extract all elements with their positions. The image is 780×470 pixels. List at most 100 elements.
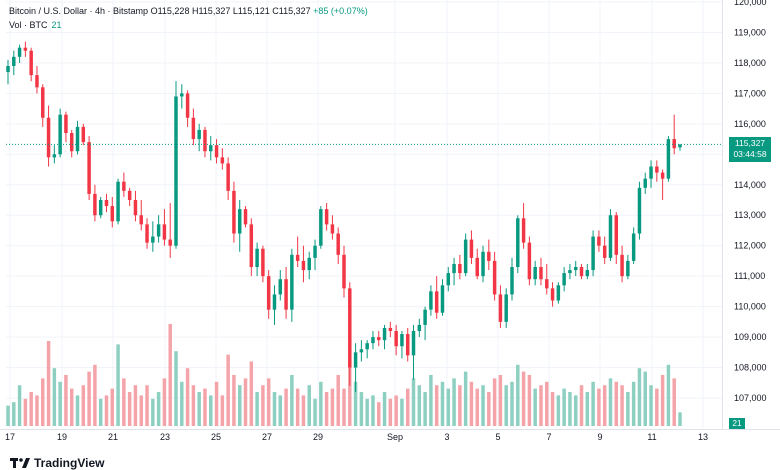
volume-bar xyxy=(597,388,601,426)
volume-bar xyxy=(498,375,503,426)
candle-body xyxy=(313,245,317,258)
volume-bar xyxy=(660,375,665,426)
candle-body xyxy=(602,245,607,258)
volume-bar xyxy=(446,388,451,426)
candle-body xyxy=(180,93,184,97)
candle-body xyxy=(46,117,51,158)
volume-bar xyxy=(116,344,120,426)
volume-bar xyxy=(266,378,271,426)
candle-body xyxy=(400,334,404,347)
candle-body xyxy=(23,47,28,51)
candle-body xyxy=(452,263,456,274)
volume-bar xyxy=(637,368,642,426)
volume-bar xyxy=(579,385,584,426)
volume-bar xyxy=(463,371,468,426)
y-tick-label: 107,000 xyxy=(734,393,767,403)
candle-body xyxy=(209,145,213,152)
volume-bar xyxy=(434,385,439,426)
candle-body xyxy=(469,239,474,258)
candle-body xyxy=(440,285,445,313)
volume-bar xyxy=(64,375,68,426)
candle-body xyxy=(631,233,636,261)
candle-body xyxy=(649,166,653,179)
volume-bar xyxy=(93,364,97,426)
volume-bar xyxy=(278,395,283,426)
volume-bar xyxy=(301,395,306,426)
volume-bar xyxy=(191,385,196,426)
candle-body xyxy=(214,145,219,158)
volume-bar xyxy=(162,378,167,426)
candle-body xyxy=(17,47,22,57)
volume-bar xyxy=(359,392,364,426)
volume-bar xyxy=(220,395,225,426)
candle-body xyxy=(429,291,433,310)
volume-bar xyxy=(382,392,387,426)
volume-bar xyxy=(145,385,149,426)
volume-bar xyxy=(550,392,555,426)
x-tick-label: 7 xyxy=(546,432,551,442)
volume-bar xyxy=(307,385,311,426)
volume-bar xyxy=(156,392,161,426)
candle-body xyxy=(411,330,416,356)
close-label: C xyxy=(272,6,279,16)
candle-body xyxy=(556,285,561,301)
volume-bar xyxy=(46,341,51,426)
candle-body xyxy=(116,181,120,222)
volume-bar xyxy=(35,395,39,426)
volume-bar xyxy=(209,395,213,426)
candle-body xyxy=(6,65,10,73)
volume-bar xyxy=(504,385,508,426)
volume-bar xyxy=(104,395,109,426)
candle-body xyxy=(591,236,595,271)
volume-bar xyxy=(214,381,219,426)
volume-bar xyxy=(110,388,115,426)
candle-body xyxy=(284,279,288,310)
candle-body xyxy=(579,267,584,277)
volume-bar xyxy=(324,392,329,426)
low-value: 115,121 xyxy=(237,6,270,16)
candle-body xyxy=(249,224,254,268)
volume-bar xyxy=(197,392,201,426)
tradingview-brand[interactable]: TradingView xyxy=(10,456,104,470)
tradingview-logo-icon xyxy=(10,458,30,468)
volume-bar xyxy=(545,381,549,426)
volume-bar xyxy=(127,392,132,426)
bar-countdown: 03:44:58 xyxy=(733,149,767,160)
y-tick-label: 112,000 xyxy=(734,241,766,251)
volume-bar xyxy=(417,385,422,426)
x-tick-label: 5 xyxy=(495,432,500,442)
candle-body xyxy=(12,56,16,66)
volume-bar xyxy=(81,385,86,426)
volume-bar xyxy=(631,381,636,426)
candle-body xyxy=(197,129,201,140)
volume-bar xyxy=(261,385,265,426)
candle-body xyxy=(394,330,398,347)
volume-bar xyxy=(475,388,479,426)
candle-body xyxy=(568,270,572,274)
open-value: 115,228 xyxy=(157,6,190,16)
candle-body xyxy=(127,190,132,200)
candle-body xyxy=(41,87,45,118)
candle-body xyxy=(174,96,178,246)
volume-bar xyxy=(41,378,45,426)
candle-body xyxy=(377,337,381,341)
volume-bar xyxy=(388,398,393,426)
candle-body xyxy=(498,294,503,322)
candle-body xyxy=(388,327,393,331)
candle-body xyxy=(290,254,294,310)
candle-body xyxy=(359,349,364,353)
candle-body xyxy=(75,126,80,152)
volume-bar xyxy=(249,361,254,426)
volume-bar xyxy=(29,392,33,426)
candle-body xyxy=(678,144,682,148)
low-label: L xyxy=(232,6,238,16)
candle-body xyxy=(637,187,642,234)
volume-bar xyxy=(614,381,619,426)
x-tick-label: Sep xyxy=(387,432,403,442)
volume-bar xyxy=(353,381,358,426)
candle-body xyxy=(168,239,172,246)
y-tick-label: 110,000 xyxy=(734,302,766,312)
candle-body xyxy=(597,236,601,246)
candle-body xyxy=(145,224,149,243)
